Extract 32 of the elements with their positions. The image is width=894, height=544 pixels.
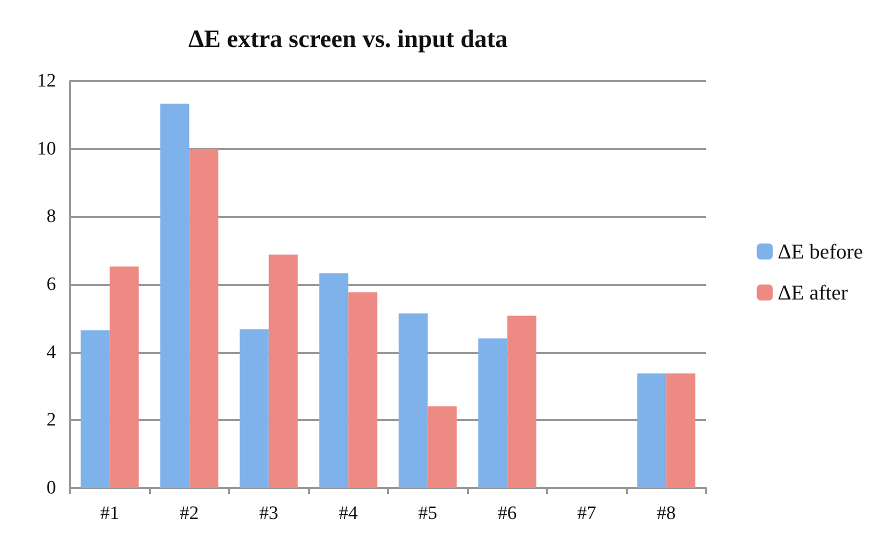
- x-tick-label: #8: [656, 503, 676, 524]
- x-tick-label: #6: [498, 503, 517, 524]
- bar: [666, 373, 696, 488]
- y-tick-label: 6: [46, 274, 56, 295]
- y-tick-label: 8: [46, 206, 56, 228]
- bar: [478, 338, 508, 488]
- x-tick-label: #3: [259, 503, 278, 524]
- bar: [189, 148, 218, 488]
- x-tick-label: #1: [100, 503, 120, 524]
- x-tick-label: #7: [577, 503, 596, 524]
- x-tick-label: #5: [418, 503, 438, 524]
- x-tick-label: #2: [180, 503, 199, 524]
- bar: [507, 316, 536, 488]
- legend-label: ΔE after: [778, 280, 848, 304]
- y-tick-label: 2: [46, 410, 56, 431]
- y-tick-label: 0: [46, 478, 56, 498]
- bar: [110, 266, 139, 488]
- x-tick-label: #4: [338, 503, 358, 524]
- y-tick-label: 4: [46, 342, 56, 363]
- bar: [637, 373, 666, 488]
- bar: [80, 330, 110, 488]
- chart-title: ΔE extra screen vs. input data: [188, 26, 508, 53]
- bar: [268, 254, 298, 488]
- y-tick-label: 12: [37, 70, 56, 92]
- bar: [428, 406, 457, 488]
- bar: [160, 104, 190, 488]
- bar: [348, 292, 378, 488]
- bar: [319, 273, 348, 488]
- bar: [398, 313, 428, 488]
- legend-label: ΔE before: [778, 240, 864, 264]
- bar: [240, 329, 269, 488]
- y-tick-label: 10: [37, 138, 56, 160]
